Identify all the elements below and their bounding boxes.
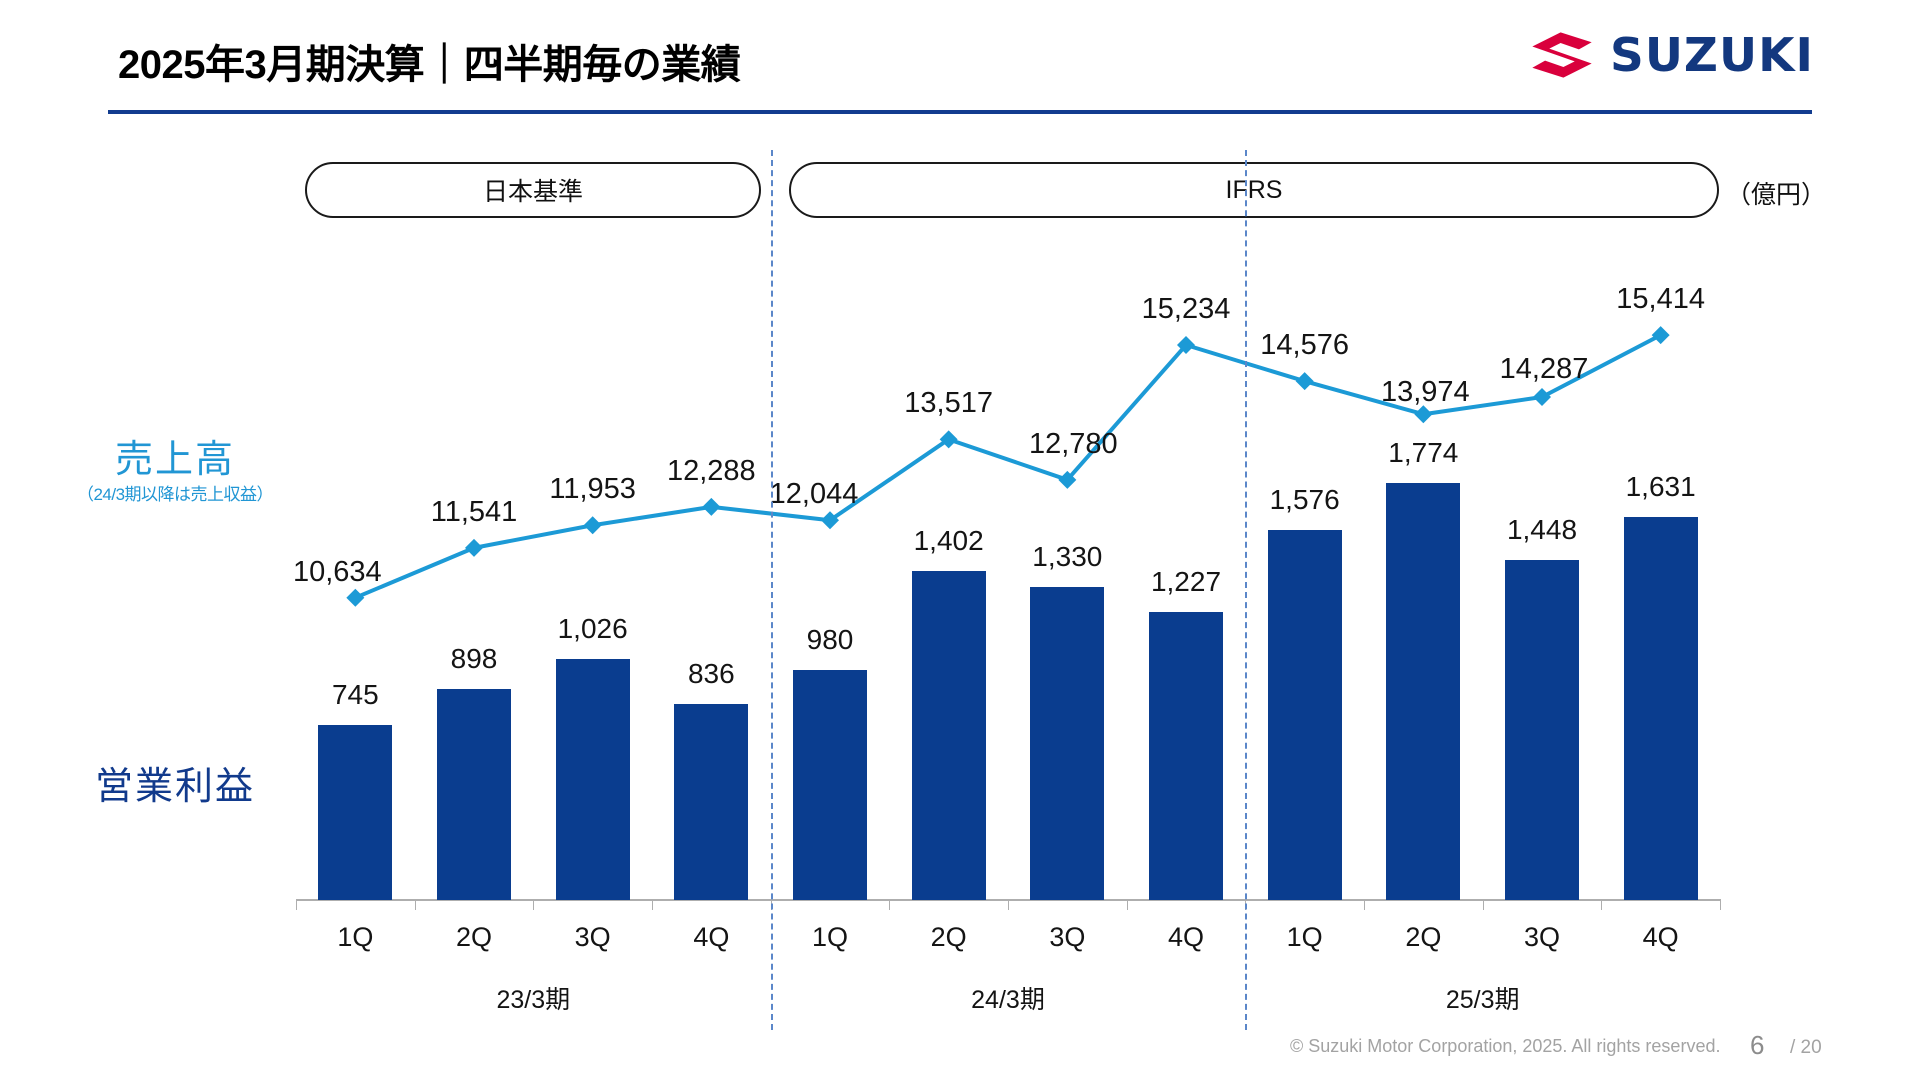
sales-value-label: 14,576 bbox=[1260, 329, 1349, 362]
series-label-sales-main: 売上高 bbox=[114, 439, 235, 481]
sales-line-marker bbox=[1058, 470, 1077, 489]
bar-value-label: 898 bbox=[450, 642, 498, 674]
x-axis-quarter-label: 3Q bbox=[574, 922, 611, 952]
sales-line-marker bbox=[939, 430, 958, 449]
sales-value-label: 10,634 bbox=[292, 555, 382, 588]
x-axis-tick bbox=[889, 899, 891, 910]
sales-line-marker bbox=[1177, 336, 1195, 355]
bar-operating-income bbox=[1386, 483, 1461, 900]
header-divider-rule bbox=[108, 110, 1812, 114]
bar-value-label: 1,448 bbox=[1506, 513, 1578, 545]
x-axis-tick bbox=[414, 899, 416, 910]
x-axis-quarter-label: 4Q bbox=[1167, 922, 1205, 952]
bar-operating-income bbox=[555, 658, 630, 900]
x-axis-period-label: 25/3期 bbox=[1445, 986, 1520, 1014]
sales-value-label: 11,541 bbox=[430, 495, 518, 528]
bar-operating-income bbox=[793, 669, 867, 900]
standard-pill-ifrs: IFRS bbox=[789, 162, 1719, 218]
suzuki-wordmark: SUZUKI bbox=[1610, 28, 1814, 82]
suzuki-logo: SUZUKI bbox=[1526, 28, 1814, 82]
bar-operating-income bbox=[1030, 587, 1105, 900]
bar-value-label: 1,774 bbox=[1388, 437, 1459, 469]
x-axis-quarter-label: 1Q bbox=[337, 922, 374, 952]
bar-operating-income bbox=[1505, 559, 1579, 900]
footer-page-total: / 20 bbox=[1790, 1037, 1822, 1058]
x-axis-quarter-label: 1Q bbox=[1286, 922, 1323, 952]
sales-value-label: 12,780 bbox=[1028, 427, 1118, 460]
sales-line-marker bbox=[1533, 388, 1551, 407]
x-axis-tick bbox=[1720, 899, 1721, 910]
x-axis-tick bbox=[1364, 899, 1365, 910]
sales-value-label: 13,517 bbox=[904, 387, 993, 420]
standard-pill-jgaap-label: 日本基準 bbox=[482, 178, 583, 206]
sales-line-marker bbox=[1651, 326, 1670, 345]
sales-line-marker bbox=[1295, 372, 1314, 391]
sales-line-marker bbox=[346, 588, 365, 607]
bar-value-label: 836 bbox=[687, 657, 735, 689]
series-label-operating-income: 営業利益 bbox=[94, 766, 255, 808]
sales-value-label: 15,414 bbox=[1616, 283, 1705, 316]
x-axis-tick bbox=[1126, 899, 1128, 910]
unit-label: （億円） bbox=[1726, 181, 1827, 209]
sales-value-label: 12,044 bbox=[769, 478, 859, 511]
group-divider bbox=[770, 150, 773, 1030]
series-label-sales-sub: （24/3期以降は売上収益） bbox=[76, 484, 274, 504]
x-axis-tick bbox=[533, 899, 535, 910]
x-axis-quarter-label: 4Q bbox=[693, 922, 730, 952]
bar-value-label: 1,402 bbox=[913, 524, 984, 556]
sales-value-label: 11,953 bbox=[549, 473, 636, 506]
suzuki-s-emblem-icon bbox=[1532, 32, 1592, 78]
bar-value-label: 745 bbox=[331, 678, 379, 710]
x-axis-period-label: 23/3期 bbox=[496, 986, 571, 1014]
bar-operating-income bbox=[911, 570, 986, 900]
sales-line-marker bbox=[465, 538, 483, 557]
bar-operating-income bbox=[318, 724, 393, 900]
bar-operating-income bbox=[1149, 611, 1223, 900]
standard-pill-ifrs-label: IFRS bbox=[1225, 175, 1283, 204]
bar-value-label: 980 bbox=[806, 623, 854, 655]
x-axis-quarter-label: 3Q bbox=[1049, 922, 1086, 952]
sales-value-label: 15,234 bbox=[1141, 293, 1231, 325]
bar-operating-income bbox=[674, 703, 749, 900]
footer-page-number: 6 bbox=[1750, 1030, 1765, 1060]
bar-value-label: 1,631 bbox=[1625, 470, 1696, 502]
x-axis-tick bbox=[1008, 899, 1009, 910]
bar-value-label: 1,227 bbox=[1150, 565, 1222, 597]
x-axis-quarter-label: 3Q bbox=[1523, 922, 1561, 952]
bar-value-label: 1,330 bbox=[1032, 541, 1103, 573]
sales-line-marker bbox=[702, 497, 721, 516]
x-axis-quarter-label: 2Q bbox=[455, 922, 493, 952]
x-axis-quarter-label: 2Q bbox=[930, 922, 967, 952]
x-axis-quarter-label: 4Q bbox=[1642, 922, 1679, 952]
sales-value-label: 13,974 bbox=[1380, 376, 1470, 409]
bar-value-label: 1,576 bbox=[1269, 483, 1340, 515]
x-axis-quarter-label: 2Q bbox=[1405, 922, 1442, 952]
bar-value-label: 1,026 bbox=[557, 612, 628, 644]
series-label-sales: 売上高 （24/3期以降は売上収益） bbox=[40, 439, 310, 507]
bar-operating-income bbox=[437, 688, 511, 900]
x-axis-tick bbox=[652, 899, 653, 910]
sales-value-label: 12,288 bbox=[666, 454, 756, 487]
sales-value-label: 14,287 bbox=[1499, 353, 1589, 386]
x-axis-tick bbox=[1482, 899, 1484, 910]
bar-operating-income bbox=[1267, 529, 1342, 900]
standard-pill-jgaap: 日本基準 bbox=[305, 162, 761, 218]
page-title: 2025年3月期決算｜四半期毎の業績 bbox=[118, 43, 741, 87]
x-axis-quarter-label: 1Q bbox=[811, 922, 849, 952]
footer-copyright: © Suzuki Motor Corporation, 2025. All ri… bbox=[1290, 1036, 1721, 1056]
group-divider bbox=[1245, 150, 1248, 1030]
sales-line-marker bbox=[821, 511, 839, 530]
sales-line-marker bbox=[583, 516, 602, 535]
x-axis-period-label: 24/3期 bbox=[971, 986, 1045, 1014]
bar-operating-income bbox=[1623, 516, 1698, 900]
x-axis-tick bbox=[296, 899, 297, 910]
x-axis-tick bbox=[1601, 899, 1603, 910]
